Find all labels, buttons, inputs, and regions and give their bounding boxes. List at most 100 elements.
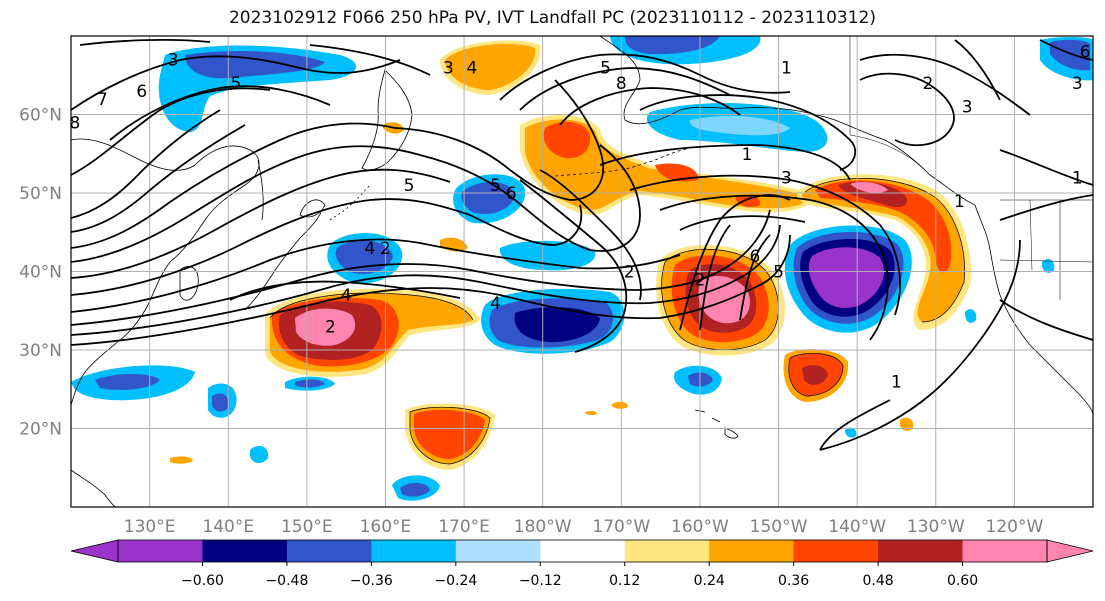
colorbar-bin [202, 540, 288, 562]
colorbar-extend-low [70, 539, 119, 563]
contour-label: 2 [922, 74, 933, 94]
colorbar-bin [624, 540, 710, 562]
positive-anomaly-japan [265, 237, 480, 377]
negative-anomaly-central [481, 240, 625, 354]
colorbar-tick-label: −0.48 [265, 573, 308, 589]
colorbar-tick-label: −0.60 [181, 573, 224, 589]
colorbar-bin [878, 540, 964, 562]
lat-tick-label: 50°N [19, 184, 62, 204]
colorbar-bin [118, 540, 203, 562]
colorbar-bin [709, 540, 795, 562]
contour-label: 6 [506, 184, 517, 204]
negative-anomaly-north [610, 36, 828, 152]
lon-tick-label: 150°W [750, 517, 808, 537]
colorbar-bin [371, 540, 457, 562]
colorbar-tick-label: −0.36 [350, 573, 393, 589]
negative-anomaly-northeast-pacific [784, 225, 912, 333]
anomaly-outlines [269, 178, 966, 465]
contour-label: 1 [781, 58, 792, 78]
alaska-coast [599, 36, 976, 206]
lon-tick-label: 130°E [124, 517, 176, 537]
us-state-lines [999, 199, 1093, 300]
sakhalin-coast [257, 159, 264, 221]
colorbar-tick-label: −0.12 [519, 573, 562, 589]
contour-label: 5 [773, 263, 784, 283]
contour-label: 1 [954, 192, 965, 212]
colorbar-bin [455, 540, 541, 562]
contour-label: 4 [490, 294, 501, 314]
contour-label: 6 [750, 247, 761, 267]
lon-tick-label: 170°W [592, 517, 650, 537]
contour-label: 7 [97, 90, 108, 110]
plot-frame [70, 35, 1094, 508]
contour-label: 4 [467, 58, 478, 78]
lon-tick-label: 140°E [202, 517, 254, 537]
lon-tick-label: 180°W [514, 517, 572, 537]
north-america-coast [974, 204, 1093, 416]
philippines-coast [71, 469, 116, 507]
contour-label: 5 [231, 74, 242, 94]
colorbar-bin [286, 540, 372, 562]
japan-coast [244, 199, 326, 311]
contour-label: 3 [962, 98, 973, 118]
map-title: 2023102912 F066 250 hPa PV, IVT Landfall… [228, 8, 876, 28]
positive-anomaly-central-pacific [656, 245, 785, 356]
contour-label: 1 [891, 372, 902, 392]
lat-tick-label: 40°N [19, 263, 62, 283]
contour-label: 5 [404, 176, 415, 196]
colorbar-frame [117, 539, 1048, 563]
contour-label: 8 [616, 74, 627, 94]
colorbar-bin [793, 540, 879, 562]
negative-anomaly-small-cells [71, 37, 1093, 501]
latitude-labels: 20°N 30°N 40°N 50°N 60°N [19, 106, 62, 440]
positive-anomaly-aleutian [520, 114, 813, 215]
positive-anomaly-subtropical [170, 349, 849, 470]
contour-label: 5 [490, 176, 501, 196]
contour-label: 3 [443, 58, 454, 78]
contour-label: 3 [781, 168, 792, 188]
contour-label: 3 [1072, 74, 1083, 94]
contour-label: 4 [364, 239, 375, 259]
lon-tick-label: 170°E [438, 517, 490, 537]
lon-tick-label: 130°W [907, 517, 965, 537]
contour-label: 2 [624, 263, 635, 283]
colorbar-tick-labels: −0.60 −0.48 −0.36 −0.24 −0.12 0.12 0.24 0.36 0.4… [181, 562, 978, 589]
contour-label: 6 [1080, 43, 1091, 63]
colorbar-tick-label: 0.24 [694, 573, 725, 589]
colorbar-bin [540, 540, 626, 562]
colorbar-tick-label: −0.24 [434, 573, 477, 589]
positive-anomaly-north [383, 40, 541, 134]
contour-label: 2 [695, 270, 706, 290]
contour-label: 6 [136, 82, 147, 102]
contour-label: 5 [600, 58, 611, 78]
contour-label: 2 [325, 317, 336, 337]
colorbar-tick-label: 0.48 [863, 573, 894, 589]
colorbar-tick-label: 0.12 [609, 573, 640, 589]
lon-tick-label: 140°W [828, 517, 886, 537]
colorbar-tick-label: 0.60 [947, 573, 978, 589]
colorbar [70, 539, 1094, 563]
pv-contours [71, 38, 1093, 451]
lon-tick-label: 150°E [281, 517, 333, 537]
lat-tick-label: 60°N [19, 106, 62, 126]
longitude-labels: 130°E 140°E 150°E 160°E 170°E 180°W 170°W 160°W… [124, 517, 1044, 537]
aleutian-coast [554, 147, 691, 177]
negative-anomaly-japan-north [327, 233, 403, 284]
contour-label: 2 [380, 239, 391, 259]
hawaii-coast [694, 409, 739, 439]
colorbar-bin [962, 540, 1048, 562]
kamchatka-coast [361, 69, 413, 171]
contour-label: 1 [1072, 168, 1083, 188]
lon-tick-label: 160°W [671, 517, 729, 537]
colorbar-tick-label: 0.36 [778, 573, 809, 589]
contour-label: 4 [341, 286, 352, 306]
kuril-coast [329, 184, 371, 221]
lat-tick-label: 30°N [19, 341, 62, 361]
contour-label: 1 [742, 145, 753, 165]
lat-tick-label: 20°N [19, 420, 62, 440]
lon-tick-label: 120°W [986, 517, 1044, 537]
contour-label: 8 [70, 113, 81, 133]
lon-tick-label: 160°E [360, 517, 412, 537]
